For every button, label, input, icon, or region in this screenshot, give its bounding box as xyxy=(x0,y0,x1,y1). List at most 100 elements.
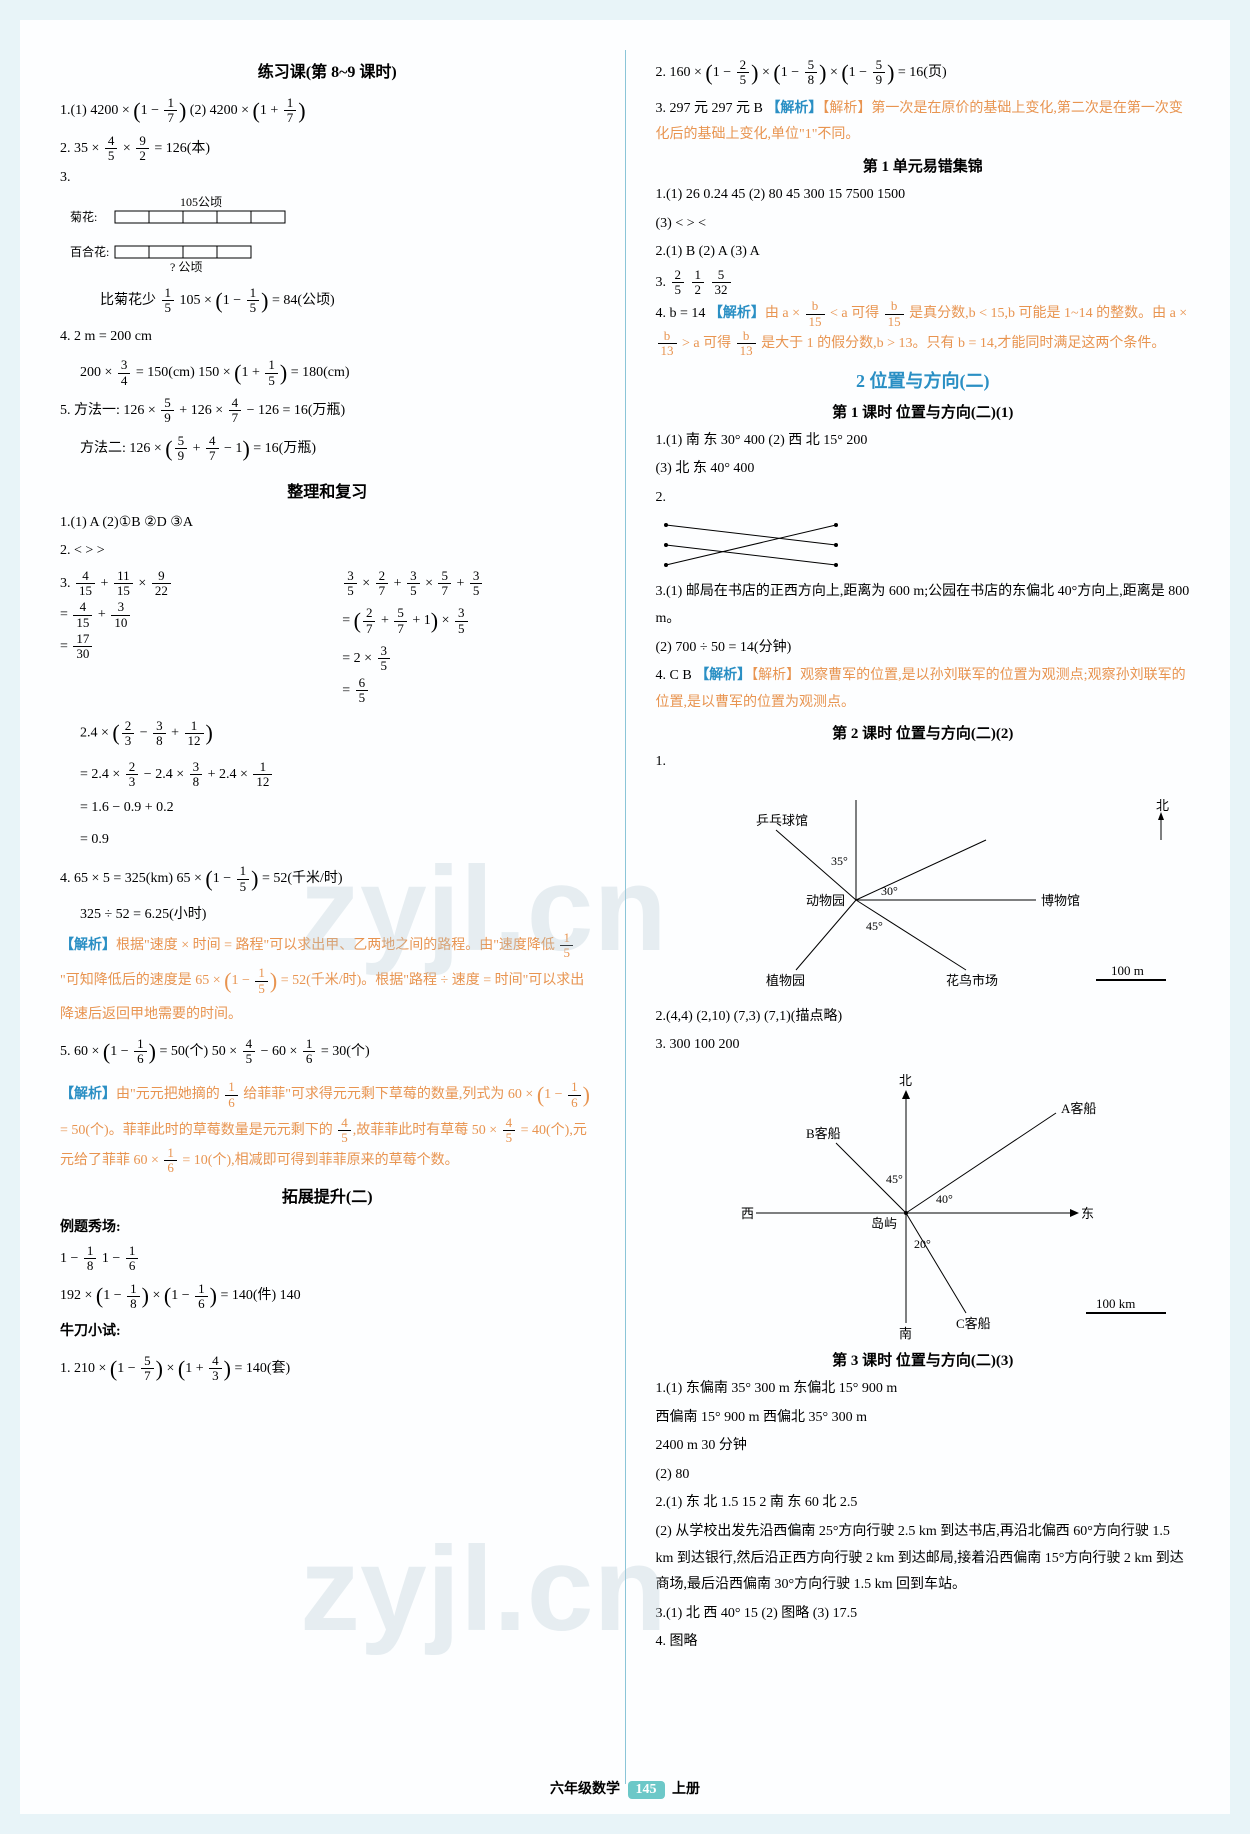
zl4: 4. 65 × 5 = 325(km) 65 × (1 − 15) = 52(千… xyxy=(60,858,595,900)
p1-4: 4. C B 【解析】【解析】观察曹军的位置,是以孙刘联军的位置为观测点;观察孙… xyxy=(656,663,1191,716)
ex1b: 1 − xyxy=(102,1251,124,1266)
page: zyjl.cn zyjl.cn 练习课(第 8~9 课时) 1.(1) 4200… xyxy=(20,20,1230,1814)
d2-C: C客船 xyxy=(956,1316,991,1331)
r2b: × xyxy=(762,65,773,80)
d2-w: 西 xyxy=(741,1206,754,1221)
matching-diagram xyxy=(656,515,856,575)
zl3b: 2.4 × (23 − 38 + 112) = 2.4 × 23 − 2.4 ×… xyxy=(80,709,595,856)
q3-result: = 84(公顷) xyxy=(272,293,335,308)
q1: 1.(1) 4200 × (1 − 17) (2) 4200 × (1 + 17… xyxy=(60,90,595,132)
zl3b-l3: = 1.6 − 0.9 + 0.2 xyxy=(80,793,595,824)
r3-text: 3. 297 元 297 元 B xyxy=(656,101,767,116)
zl3b-l4: = 0.9 xyxy=(80,825,595,856)
compass-diagram-2: 北 南 东 西 A客船 B客船 C客船 岛屿 40° 45° 20° 100 k… xyxy=(656,1063,1176,1343)
zl4-c: 325 ÷ 52 = 6.25(小时) xyxy=(80,902,595,929)
q2: 2. 35 × 45 × 92 = 126(本) xyxy=(60,134,595,164)
d1-a35: 35° xyxy=(831,854,848,868)
q5-m2a: 方法二: 126 × xyxy=(80,441,165,456)
p1-2-label: 2. xyxy=(656,490,667,505)
column-divider xyxy=(625,50,626,1784)
e4a: 4. b = 14 xyxy=(656,306,709,321)
q3-num: 3. xyxy=(60,170,71,185)
subsection-errors: 第 1 单元易错集锦 xyxy=(656,155,1191,176)
zl5: 5. 60 × (1 − 16) = 50(个) 50 × 45 − 60 × … xyxy=(60,1031,595,1073)
q1-a: 1.(1) 4200 × xyxy=(60,103,133,118)
q3-bottom: ? 公顷 xyxy=(170,260,202,274)
q5-m1a: 5. 方法一: 126 × xyxy=(60,403,159,418)
q4-l2a: 200 × xyxy=(80,366,116,381)
q5-m2b: = 16(万瓶) xyxy=(253,441,316,456)
section-title-ext: 拓展提升(二) xyxy=(60,1183,595,1207)
footer-vol: 上册 xyxy=(672,1782,700,1797)
d1-a45: 45° xyxy=(866,919,883,933)
p3-1d: (2) 80 xyxy=(656,1462,1191,1489)
e4: 4. b = 14 【解析】由 a × b15 < a 可得 b15 是真分数,… xyxy=(656,299,1191,358)
q3-label2: 百合花: xyxy=(70,244,109,259)
q1-b: (2) 4200 × xyxy=(190,103,253,118)
nd1: 1. 210 × (1 − 57) × (1 + 43) = 140(套) xyxy=(60,1348,595,1390)
p1-3: 3.(1) 邮局在书店的正西方向上,距离为 600 m;公园在书店的东偏北 40… xyxy=(656,579,1191,632)
e3: 3. 25 12 532 xyxy=(656,268,1191,298)
ex1: 1 − 18 1 − 16 xyxy=(60,1244,595,1274)
p3-1a: 1.(1) 东偏南 35° 300 m 东偏北 15° 900 m xyxy=(656,1376,1191,1403)
q4-l2: 200 × 34 = 150(cm) 150 × (1 + 15) = 180(… xyxy=(80,352,595,394)
p3-2a: 2.(1) 东 北 1.5 15 2 南 东 60 北 2.5 xyxy=(656,1490,1191,1517)
zl5-a: 5. 60 × xyxy=(60,1044,103,1059)
nd1b: × xyxy=(166,1361,177,1376)
ex1a: 1 − xyxy=(60,1251,82,1266)
nd-label: 牛刀小试: xyxy=(60,1319,595,1346)
d1-flower: 花鸟市场 xyxy=(946,973,998,988)
q3-diagram: 菊花: 百合花: 105公顷 ? 公顷 xyxy=(60,196,360,276)
subsection-2-2: 第 2 课时 位置与方向(二)(2) xyxy=(656,722,1191,743)
d1-museum: 博物馆 xyxy=(1041,893,1080,908)
nd-label-text: 牛刀小试: xyxy=(60,1324,121,1339)
r2c: × xyxy=(830,65,841,80)
q3-top: 105公顷 xyxy=(180,196,222,209)
zl5-c: − 60 × xyxy=(261,1044,301,1059)
d2-n: 北 xyxy=(899,1073,912,1088)
d1-pingpong: 乒乓球馆 xyxy=(756,813,808,828)
p1-2: 2. xyxy=(656,485,1191,512)
d1-a30: 30° xyxy=(881,884,898,898)
ex2: 192 × (1 − 18) × (1 − 16) = 140(件) 140 xyxy=(60,1275,595,1317)
p1-3b: (2) 700 ÷ 50 = 14(分钟) xyxy=(656,635,1191,662)
zl1: 1.(1) A (2)①B ②D ③A xyxy=(60,510,595,537)
p1-4-text: 4. C B xyxy=(656,668,696,683)
ex2a: 192 × xyxy=(60,1289,96,1304)
d2-e: 东 xyxy=(1081,1206,1094,1221)
q3-expr: 比菊花少 15 105 × (1 − 15) = 84(公顷) xyxy=(100,280,595,322)
zl5-d: = 30(个) xyxy=(321,1044,370,1059)
zl4-a: 4. 65 × 5 = 325(km) 65 × xyxy=(60,871,205,886)
d2-a45: 45° xyxy=(886,1172,903,1186)
d1-north: 北 xyxy=(1156,798,1169,813)
e1b: (3) < > < xyxy=(656,211,1191,238)
ex2b: × xyxy=(152,1289,163,1304)
d2-B: B客船 xyxy=(806,1126,841,1141)
section-title-practice: 练习课(第 8~9 课时) xyxy=(60,58,595,82)
d2-A: A客船 xyxy=(1061,1101,1096,1116)
q2-end: = 126(本) xyxy=(154,141,210,156)
subsection-2-3: 第 3 课时 位置与方向(二)(3) xyxy=(656,1349,1191,1370)
section-title-review: 整理和复习 xyxy=(60,478,595,502)
ex2c: = 140(件) 140 xyxy=(220,1289,300,1304)
d1-scale: 100 m xyxy=(1111,963,1144,978)
zl3: 3. 415 + 1115 × 922 = 415 + 310 = 1730 3… xyxy=(60,567,595,708)
q5-m1: 5. 方法一: 126 × 59 + 126 × 47 − 126 = 16(万… xyxy=(60,396,595,426)
d1-zoo: 动物园 xyxy=(806,893,845,908)
zl4-b: = 52(千米/时) xyxy=(262,871,343,886)
d2-a20: 20° xyxy=(914,1237,931,1251)
e3-pre: 3. xyxy=(656,275,670,290)
d2-scale: 100 km xyxy=(1096,1296,1135,1311)
e2: 2.(1) B (2) A (3) A xyxy=(656,239,1191,266)
d2-island: 岛屿 xyxy=(871,1216,897,1231)
section-title-unit2: 2 位置与方向(二) xyxy=(656,367,1191,393)
footer-grade: 六年级数学 xyxy=(550,1782,620,1797)
p3-4: 4. 图略 xyxy=(656,1629,1191,1656)
p3-3: 3.(1) 北 西 40° 15 (2) 图略 (3) 17.5 xyxy=(656,1601,1191,1628)
d2-a40: 40° xyxy=(936,1192,953,1206)
compass-diagram-1: 乒乓球馆 动物园 博物馆 植物园 花鸟市场 北 35° 30° 45° 100 … xyxy=(656,780,1176,1000)
zl2: 2. < > > xyxy=(60,538,595,565)
zl5-analysis: 【解析】由"元元把她摘的 16 给菲菲"可求得元元剩下草莓的数量,列式为 60 … xyxy=(60,1074,595,1175)
left-column: 练习课(第 8~9 课时) 1.(1) 4200 × (1 − 17) (2) … xyxy=(60,50,595,1784)
p1-1b: (3) 北 东 40° 400 xyxy=(656,456,1191,483)
